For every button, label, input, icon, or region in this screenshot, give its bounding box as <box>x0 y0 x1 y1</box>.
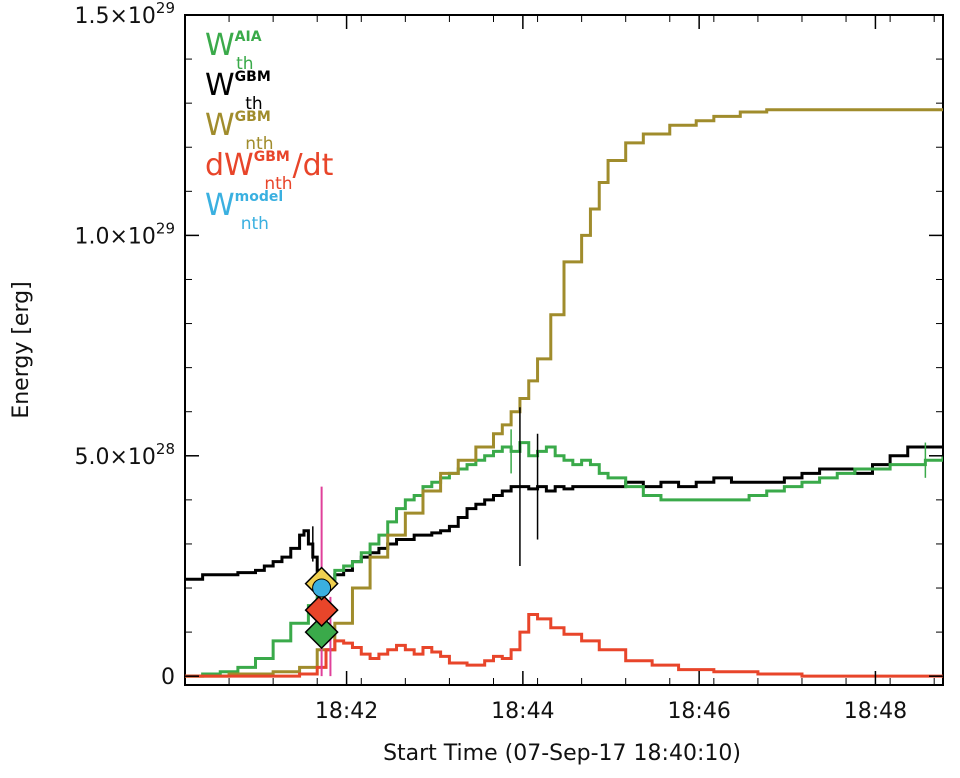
x-tick-label: 18:46 <box>667 699 730 724</box>
y-tick-label: 1.0×1029 <box>74 219 175 249</box>
x-axis-label: Start Time (07-Sep-17 18:40:10) <box>383 741 741 766</box>
legend-entry: WGBM nth <box>205 108 273 154</box>
x-tick-label: 18:48 <box>844 699 907 724</box>
series-line <box>185 441 943 678</box>
axis-ticks: 18:42 18:44 18:46 18:48 0 5.0×1028 1.0×1029 1.5… <box>74 0 943 724</box>
series-line <box>185 445 943 581</box>
plot-area <box>184 14 944 686</box>
diamond-marker <box>304 593 339 628</box>
diamond-marker <box>304 615 339 650</box>
x-tick-label: 18:42 <box>315 699 378 724</box>
series-line <box>185 612 943 678</box>
legend-entry: dWGBM nth/dt <box>205 148 334 194</box>
series-group <box>185 108 943 678</box>
y-tick-label: 0 <box>161 665 175 690</box>
plot-frame <box>184 14 944 686</box>
y-axis-label: Energy [erg] <box>9 281 34 418</box>
legend-entry: WGBM th <box>205 68 271 114</box>
legend-entry: Wmodel nth <box>205 188 283 234</box>
y-tick-label: 1.5×1029 <box>74 0 175 29</box>
legend-entry: WAIA th <box>205 28 262 74</box>
series-line <box>185 108 943 678</box>
x-tick-label: 18:44 <box>491 699 554 724</box>
y-tick-label: 5.0×1028 <box>74 440 175 470</box>
circle-marker <box>312 578 332 598</box>
